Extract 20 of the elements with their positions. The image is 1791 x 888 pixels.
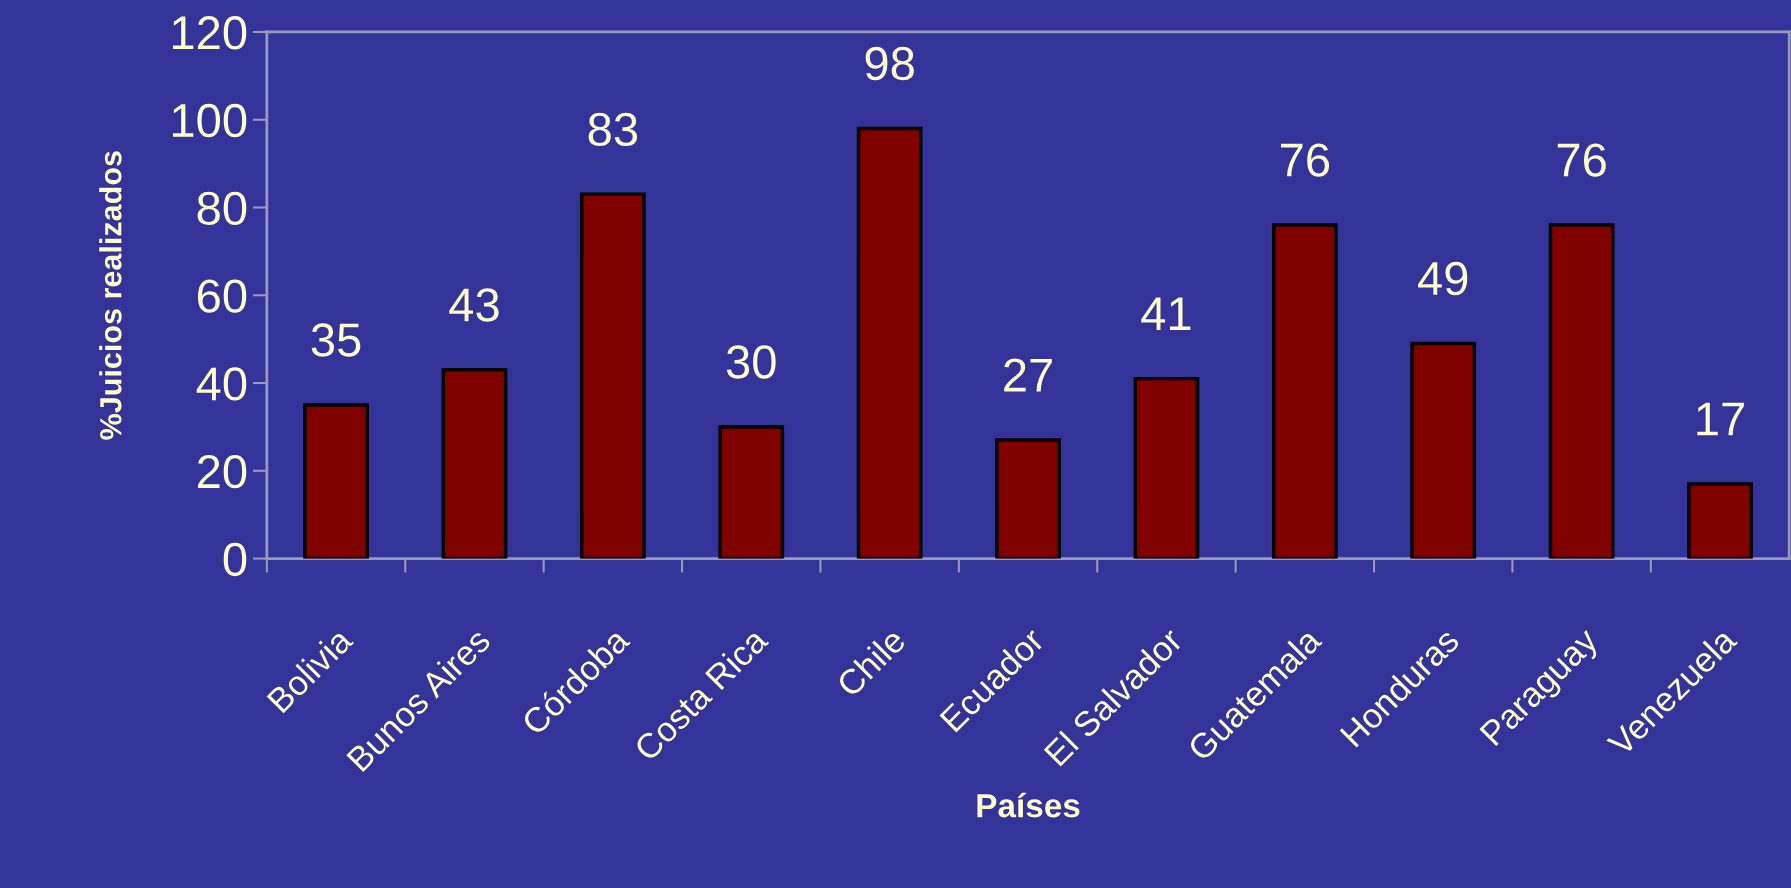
y-tick-label: 0 (223, 542, 247, 577)
y-tick-label: 120 (172, 16, 247, 50)
y-tick-label: 80 (197, 191, 247, 226)
y-axis-title: %Juicios realizados (99, 151, 122, 440)
y-tick-label: 60 (197, 279, 247, 313)
data-label: 98 (865, 46, 914, 81)
data-label: 49 (1418, 261, 1468, 296)
data-label: 27 (1004, 358, 1052, 392)
data-label: 30 (726, 345, 776, 379)
data-label: 76 (1557, 143, 1606, 177)
data-label: 43 (449, 288, 499, 322)
y-tick-label: 100 (172, 103, 247, 138)
data-label: 17 (1697, 402, 1744, 436)
y-tick-label: 40 (196, 367, 247, 401)
data-label: 76 (1280, 143, 1330, 177)
y-tick-label: 20 (197, 454, 247, 489)
data-label: 41 (1141, 297, 1191, 330)
x-axis-title: Países (977, 792, 1080, 818)
data-label: 35 (311, 323, 361, 357)
data-label: 83 (588, 112, 638, 147)
